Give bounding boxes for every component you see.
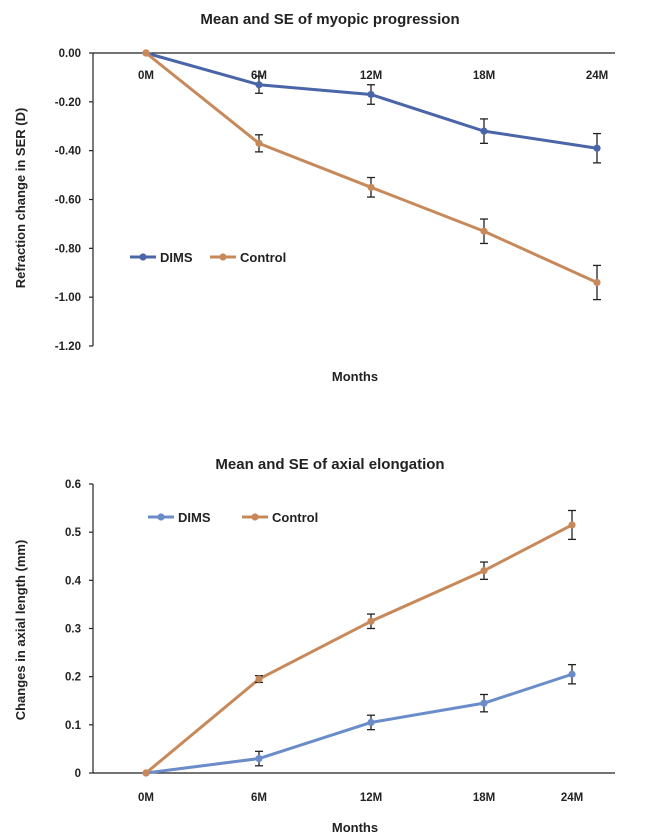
- y-tick-label: -0.40: [55, 146, 81, 158]
- data-point: [568, 670, 576, 678]
- legend-marker: [219, 253, 227, 261]
- y-tick-label: -0.20: [55, 97, 81, 109]
- series-control: [142, 509, 576, 777]
- legend-label: Control: [240, 250, 286, 265]
- data-point: [367, 718, 375, 727]
- data-point: [568, 521, 576, 529]
- data-point: [142, 49, 150, 57]
- data-point: [367, 617, 375, 625]
- data-point: [142, 769, 150, 777]
- legend-marker: [139, 253, 147, 261]
- y-tick-label: -0.60: [55, 195, 81, 207]
- y-tick-label: -1.00: [55, 292, 81, 304]
- data-point: [480, 127, 488, 135]
- y-tick-label: 0: [75, 768, 81, 780]
- x-tick-label: 18M: [473, 792, 495, 804]
- legend-marker: [157, 513, 165, 521]
- data-point: [255, 139, 263, 147]
- x-axis-label: Months: [332, 820, 378, 835]
- x-tick-label: 6M: [251, 792, 267, 804]
- y-tick-label: -0.80: [55, 243, 81, 255]
- y-axis-label: Refraction change in SER (D): [13, 108, 28, 289]
- data-point: [255, 81, 263, 89]
- x-tick-label: 24M: [586, 70, 608, 82]
- data-point: [367, 183, 375, 191]
- data-point: [255, 675, 263, 683]
- data-point: [367, 90, 375, 99]
- y-tick-label: 0.5: [65, 527, 82, 539]
- legend-label: Control: [272, 510, 318, 525]
- x-tick-label: 24M: [561, 792, 583, 804]
- y-tick-label: -1.20: [55, 341, 81, 353]
- legend: DIMS Control: [148, 510, 318, 525]
- data-point: [480, 699, 488, 707]
- x-tick-label: 12M: [360, 70, 382, 82]
- chart-title: Mean and SE of myopic progression: [200, 11, 459, 28]
- legend-label: DIMS: [178, 510, 211, 525]
- data-point: [480, 227, 488, 235]
- y-tick-label: 0.2: [65, 672, 81, 684]
- legend-marker: [251, 513, 259, 521]
- x-axis-label: Months: [332, 369, 378, 384]
- data-point: [480, 567, 488, 575]
- data-point: [593, 144, 601, 152]
- series-control: [142, 49, 601, 301]
- legend-label: DIMS: [160, 250, 193, 265]
- series-line: [145, 672, 573, 775]
- y-tick-label: 0.00: [59, 48, 81, 60]
- data-point: [255, 754, 263, 763]
- data-point: [593, 278, 601, 287]
- x-tick-label: 12M: [360, 792, 382, 804]
- legend: DIMS Control: [130, 250, 286, 265]
- y-axis-label: Changes in axial length (mm): [13, 540, 28, 721]
- y-tick-label: 0.1: [65, 720, 82, 732]
- x-tick-label: 0M: [138, 70, 154, 82]
- x-tick-label: 0M: [138, 792, 154, 804]
- y-tick-label: 0.6: [65, 479, 81, 491]
- x-tick-label: 18M: [473, 70, 495, 82]
- y-tick-label: 0.3: [65, 624, 81, 636]
- series-dims: [142, 663, 576, 777]
- chart-1: Mean and SE of myopic progression Refract…: [13, 11, 615, 384]
- chart-2: Mean and SE of axial elongation Changes i…: [13, 456, 615, 835]
- series-line: [145, 523, 573, 775]
- y-tick-label: 0.4: [65, 575, 82, 587]
- chart-title: Mean and SE of axial elongation: [215, 456, 444, 473]
